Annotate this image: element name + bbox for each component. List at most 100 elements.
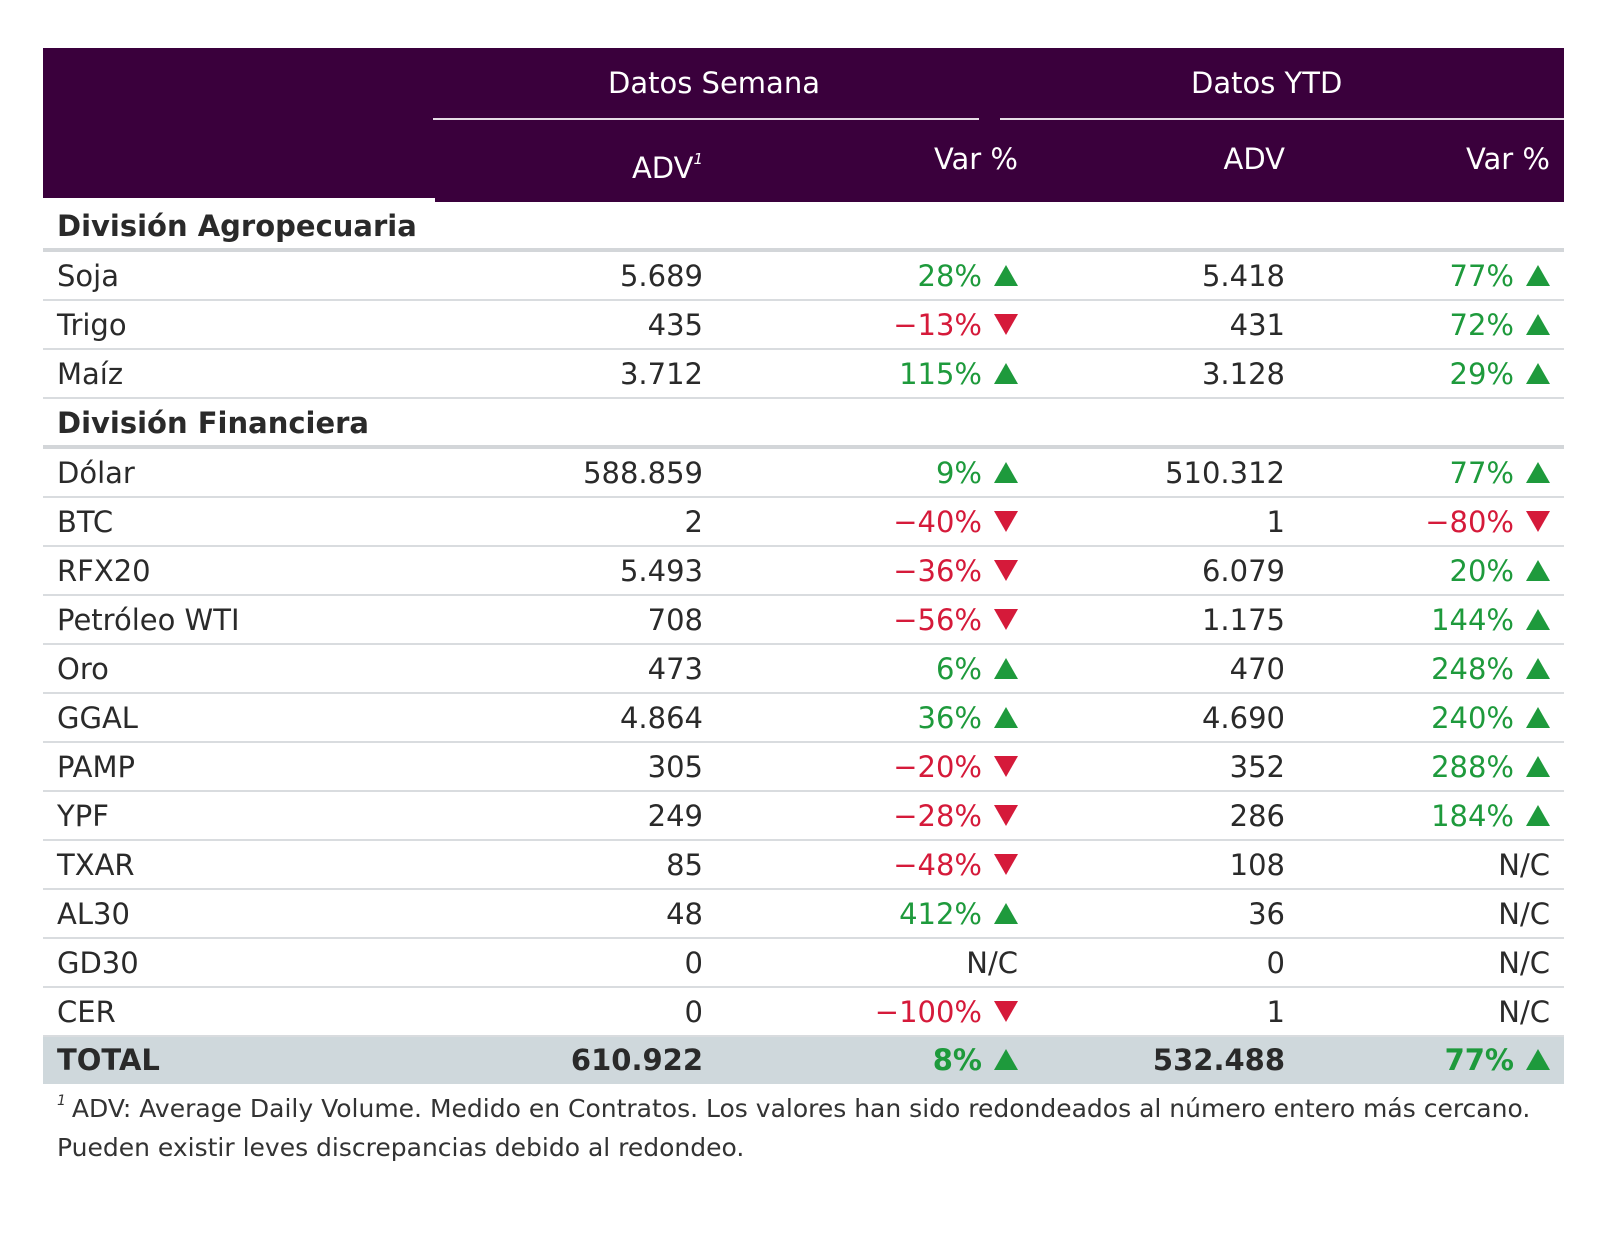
row-label-text: Oro bbox=[57, 652, 109, 686]
footnote: 1 ADV: Average Daily Volume. Medido en Co… bbox=[57, 1082, 1557, 1167]
ytd-adv-value-text: 5.418 bbox=[1201, 259, 1285, 293]
ytd-var-value-text: 77% bbox=[1449, 259, 1514, 293]
ytd-var-value-text: 20% bbox=[1449, 554, 1514, 588]
ytd-var-value-text: 72% bbox=[1449, 308, 1514, 342]
table-row: TXAR 85 −48% 108 N/C bbox=[43, 841, 1564, 890]
week-adv-value-text: 610.922 bbox=[570, 1043, 703, 1077]
week-adv-value: 588.859 bbox=[583, 449, 703, 498]
ytd-var-value: 29% bbox=[1450, 350, 1550, 399]
row-label: GGAL bbox=[57, 694, 138, 743]
week-adv-value: 435 bbox=[648, 301, 703, 350]
table-row: AL30 48 412% 36 N/C bbox=[43, 890, 1564, 939]
row-label-text: YPF bbox=[57, 799, 109, 833]
row-label: Oro bbox=[57, 645, 109, 694]
ytd-adv-value: 108 bbox=[1230, 841, 1285, 890]
ytd-adv-value-text: 1 bbox=[1266, 505, 1285, 539]
week-adv-value-text: 4.864 bbox=[619, 701, 703, 735]
week-var-value: −40% bbox=[893, 498, 1018, 547]
table-row: Oro 473 6% 470 248% bbox=[43, 645, 1564, 694]
group-header-ytd: Datos YTD bbox=[1191, 66, 1343, 100]
triangle-up-icon bbox=[994, 461, 1018, 483]
ytd-adv-value-text: 6.079 bbox=[1201, 554, 1285, 588]
ytd-adv-value: 1.175 bbox=[1202, 596, 1285, 645]
week-adv-value-text: 473 bbox=[647, 652, 703, 686]
triangle-down-icon bbox=[994, 313, 1018, 335]
ytd-adv-value-text: 510.312 bbox=[1165, 456, 1285, 490]
ytd-var-value: N/C bbox=[1498, 988, 1550, 1037]
week-adv-value-text: 708 bbox=[647, 603, 703, 637]
ytd-var-value: 20% bbox=[1450, 547, 1550, 596]
ytd-var-value-text: 240% bbox=[1431, 701, 1514, 735]
ytd-var-value-text: N/C bbox=[1498, 848, 1550, 882]
week-var-value-text: N/C bbox=[966, 946, 1018, 980]
footnote-marker: 1 bbox=[57, 1093, 66, 1109]
row-label-text: Dólar bbox=[57, 456, 135, 490]
row-label-text: PAMP bbox=[57, 750, 135, 784]
week-adv-value-text: 305 bbox=[647, 750, 703, 784]
ytd-var-value-text: 248% bbox=[1431, 652, 1514, 686]
week-adv-value: 4.864 bbox=[620, 694, 703, 743]
table-row: Maíz 3.712 115% 3.128 29% bbox=[43, 350, 1564, 399]
triangle-down-icon bbox=[994, 1000, 1018, 1022]
week-adv-value-text: 249 bbox=[647, 799, 703, 833]
column-header-week-adv: ADV1 bbox=[631, 150, 703, 185]
week-adv-value-text: 5.493 bbox=[619, 554, 703, 588]
ytd-adv-value: 36 bbox=[1248, 890, 1285, 939]
table-row: BTC 2 −40% 1 −80% bbox=[43, 498, 1564, 547]
triangle-up-icon bbox=[1526, 657, 1550, 679]
ytd-adv-value: 431 bbox=[1230, 301, 1285, 350]
row-label: RFX20 bbox=[57, 547, 151, 596]
table-row: CER 0 −100% 1 N/C bbox=[43, 988, 1564, 1037]
week-var-value-text: 412% bbox=[899, 897, 982, 931]
week-adv-value: 473 bbox=[648, 645, 703, 694]
row-label-text: Petróleo WTI bbox=[57, 603, 240, 637]
week-var-value-text: −13% bbox=[893, 308, 982, 342]
week-var-value: 115% bbox=[899, 350, 1018, 399]
ytd-adv-value: 0 bbox=[1267, 939, 1285, 988]
header-underline bbox=[435, 198, 1564, 202]
week-adv-value-text: 5.689 bbox=[619, 259, 703, 293]
column-header-ytd-adv: ADV bbox=[1223, 142, 1286, 176]
week-var-value: 8% bbox=[933, 1037, 1018, 1084]
triangle-up-icon bbox=[1526, 559, 1550, 581]
week-adv-value-text: 0 bbox=[684, 995, 703, 1029]
week-adv-value: 305 bbox=[648, 743, 703, 792]
ytd-adv-value-text: 352 bbox=[1229, 750, 1285, 784]
ytd-var-value-text: N/C bbox=[1498, 946, 1550, 980]
section-title: División Agropecuaria bbox=[57, 202, 417, 251]
ytd-var-value-text: N/C bbox=[1498, 995, 1550, 1029]
group-divider-ytd bbox=[1000, 118, 1564, 120]
row-label: Soja bbox=[57, 252, 119, 301]
row-label: YPF bbox=[57, 792, 109, 841]
data-table: División Agropecuaria Soja 5.689 28% 5.418 77… bbox=[43, 202, 1564, 1084]
ytd-var-value-text: 144% bbox=[1431, 603, 1514, 637]
ytd-var-value-text: −80% bbox=[1425, 505, 1514, 539]
week-var-value-text: −20% bbox=[893, 750, 982, 784]
triangle-up-icon bbox=[994, 706, 1018, 728]
ytd-var-value: 77% bbox=[1450, 252, 1550, 301]
ytd-var-value: 144% bbox=[1431, 596, 1550, 645]
row-label: AL30 bbox=[57, 890, 130, 939]
table-row: GD30 0 N/C 0 N/C bbox=[43, 939, 1564, 988]
ytd-adv-value-text: 532.488 bbox=[1152, 1043, 1285, 1077]
week-var-value-text: 6% bbox=[935, 652, 982, 686]
row-label: TOTAL bbox=[57, 1037, 160, 1084]
table-row: Trigo 435 −13% 431 72% bbox=[43, 301, 1564, 350]
triangle-up-icon bbox=[994, 657, 1018, 679]
ytd-adv-value-text: 431 bbox=[1229, 308, 1285, 342]
ytd-adv-value: 6.079 bbox=[1202, 547, 1285, 596]
week-var-value: 9% bbox=[936, 449, 1018, 498]
ytd-var-value-text: 288% bbox=[1431, 750, 1514, 784]
week-var-value-text: −40% bbox=[893, 505, 982, 539]
row-label-text: RFX20 bbox=[57, 554, 151, 588]
ytd-adv-value: 1 bbox=[1267, 498, 1285, 547]
ytd-var-value-text: 77% bbox=[1449, 456, 1514, 490]
row-label: Dólar bbox=[57, 449, 135, 498]
row-label-text: Trigo bbox=[57, 308, 127, 342]
ytd-adv-value-text: 4.690 bbox=[1201, 701, 1285, 735]
ytd-adv-value: 286 bbox=[1230, 792, 1285, 841]
week-adv-value-text: 435 bbox=[647, 308, 703, 342]
week-var-value-text: 8% bbox=[932, 1043, 982, 1077]
ytd-adv-value: 4.690 bbox=[1202, 694, 1285, 743]
week-var-value: −20% bbox=[893, 743, 1018, 792]
